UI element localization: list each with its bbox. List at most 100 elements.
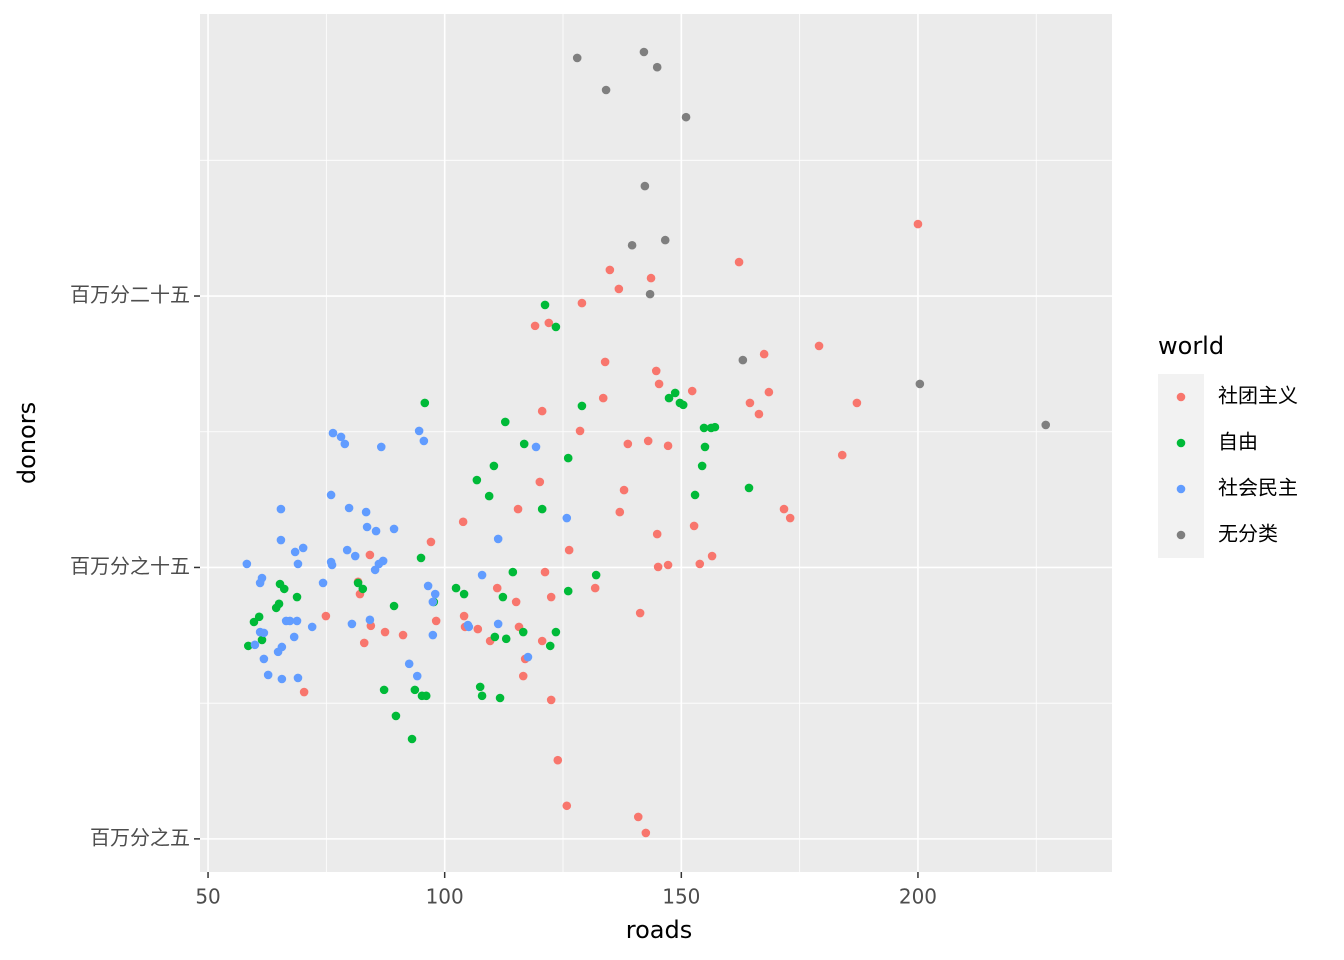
point [605, 265, 615, 275]
x-tick-label: 50 [195, 885, 220, 909]
point [518, 627, 528, 637]
point [641, 828, 651, 838]
point [340, 439, 350, 449]
point [414, 426, 424, 436]
point [404, 659, 414, 669]
point [639, 47, 649, 57]
point [362, 522, 372, 532]
point [242, 559, 252, 569]
point [531, 442, 541, 452]
point [347, 619, 357, 629]
point [472, 475, 482, 485]
point [551, 322, 561, 332]
point [423, 581, 433, 591]
point [376, 442, 386, 452]
point [473, 624, 483, 634]
point [640, 181, 650, 191]
point [292, 616, 302, 626]
point [407, 734, 417, 744]
point [431, 616, 441, 626]
legend-label: 社团主义 [1218, 384, 1298, 408]
legend-key [1176, 392, 1186, 402]
point [459, 589, 469, 599]
point [327, 560, 337, 570]
points [242, 47, 1051, 838]
point [420, 398, 430, 408]
point [564, 545, 574, 555]
point [365, 550, 375, 560]
point [484, 491, 494, 501]
point [699, 423, 709, 433]
point [492, 583, 502, 593]
point [563, 453, 573, 463]
x-tick-label: 100 [426, 885, 464, 909]
point [664, 393, 674, 403]
point [274, 599, 284, 609]
point [275, 579, 285, 589]
y-tick-label: 百万分二十五 [70, 283, 190, 307]
point [645, 289, 655, 299]
point [508, 567, 518, 577]
point [670, 388, 680, 398]
point [540, 567, 550, 577]
point [660, 235, 670, 245]
point [500, 417, 510, 427]
point [689, 521, 699, 531]
point [318, 578, 328, 588]
point [350, 551, 360, 561]
point [254, 612, 264, 622]
legend-title: world [1158, 332, 1224, 360]
point [358, 584, 368, 594]
point [389, 601, 399, 611]
point [738, 355, 748, 365]
point [652, 529, 662, 539]
point [342, 545, 352, 555]
point [344, 503, 354, 513]
point [734, 257, 744, 267]
point [785, 513, 795, 523]
point [255, 578, 265, 588]
point [572, 53, 582, 63]
point [913, 219, 923, 229]
point [678, 400, 688, 410]
point [307, 622, 317, 632]
panel [200, 14, 1112, 872]
point [379, 685, 389, 695]
point [654, 379, 664, 389]
legend-key [1176, 438, 1186, 448]
point [562, 513, 572, 523]
point [281, 616, 291, 626]
point [263, 670, 273, 680]
point [545, 641, 555, 651]
point [299, 687, 309, 697]
point [852, 398, 862, 408]
point [326, 490, 336, 500]
point [553, 755, 563, 765]
point [421, 691, 431, 701]
legend-label: 社会民主 [1218, 476, 1298, 500]
point [451, 583, 461, 593]
point [493, 619, 503, 629]
point [814, 341, 824, 351]
point [745, 398, 755, 408]
point [577, 298, 587, 308]
x-axis-title: roads [626, 916, 692, 944]
point [511, 597, 521, 607]
point [915, 379, 925, 389]
point [627, 240, 637, 250]
point [562, 801, 572, 811]
point [428, 630, 438, 640]
point [590, 583, 600, 593]
point [653, 562, 663, 572]
point [652, 62, 662, 72]
point [259, 654, 269, 664]
legend-label: 自由 [1218, 430, 1258, 454]
point [710, 422, 720, 432]
point [663, 441, 673, 451]
point [635, 608, 645, 618]
point [513, 504, 523, 514]
y-axis-title: donors [13, 402, 41, 484]
point [477, 691, 487, 701]
point [537, 636, 547, 646]
